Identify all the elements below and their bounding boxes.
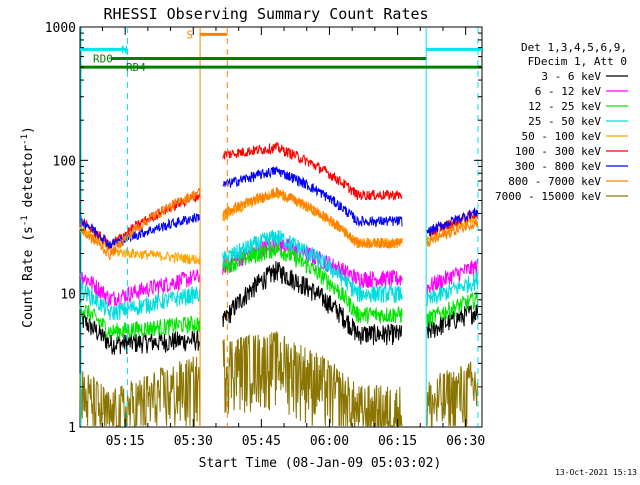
- series-line: [222, 229, 403, 304]
- y-axis-label: Count Rate (s-1 detector-1): [20, 126, 36, 328]
- series-7: [79, 187, 479, 261]
- series-line: [79, 356, 201, 427]
- legend-entry-label: 3 - 6 keV: [541, 70, 601, 83]
- series-8: [79, 331, 479, 427]
- x-axis: 05:15 05:30 05:45 06:00 06:15 06:30: [101, 27, 485, 449]
- y-axis-label-exponent: -1: [20, 134, 30, 145]
- legend-entry-label: 6 - 12 keV: [535, 85, 602, 98]
- series-line: [426, 259, 479, 295]
- y-axis-label-part: Count Rate (s: [21, 226, 36, 328]
- series-line: [79, 282, 201, 321]
- x-axis-label: Start Time (08-Jan-09 05:03:02): [199, 456, 442, 471]
- series-line: [79, 310, 201, 355]
- legend-entry-label: 50 - 100 keV: [522, 130, 602, 143]
- series-3: [79, 229, 479, 321]
- series-0: [79, 261, 479, 355]
- legend-entry-label: 7000 - 15000 keV: [495, 190, 601, 203]
- y-axis-label-exponent: -1: [20, 215, 30, 226]
- legend-entry-label: 300 - 800 keV: [515, 160, 601, 173]
- series-line: [426, 303, 479, 339]
- series-layer: [79, 141, 479, 427]
- legend-entry-label: 12 - 25 keV: [528, 100, 601, 113]
- marker-layer: [80, 27, 479, 427]
- series-line: [79, 269, 201, 307]
- series-line: [79, 213, 201, 249]
- series-line: [222, 241, 403, 324]
- series-line: [222, 166, 403, 228]
- y-tick-label: 1000: [45, 21, 76, 36]
- x-tick-label: 05:30: [174, 434, 213, 449]
- series-6: [79, 166, 479, 249]
- y-tick-label: 100: [53, 154, 76, 169]
- y-axis: 1 10 100 1000: [45, 21, 482, 436]
- series-line: [222, 331, 403, 427]
- footer-timestamp: 13-Oct-2021 15:13: [555, 468, 637, 477]
- night-flag-label: N: [121, 43, 128, 56]
- legend: Det 1,3,4,5,6,9, FDecim 1, Att 0 3 - 6 k…: [495, 41, 628, 203]
- series-line: [79, 191, 201, 250]
- legend-entry-label: 100 - 300 keV: [515, 145, 601, 158]
- y-tick-label: 10: [60, 288, 76, 303]
- x-tick-label: 06:30: [446, 434, 485, 449]
- series-line: [426, 291, 479, 327]
- rd0-flag-label: RD0: [93, 53, 113, 66]
- legend-entry-label: 800 - 7000 keV: [508, 175, 601, 188]
- series-line: [426, 207, 479, 237]
- series-line: [426, 219, 479, 248]
- series-line: [79, 187, 201, 261]
- y-axis-label-part: detector: [21, 145, 36, 216]
- y-tick-label: 1: [68, 421, 76, 436]
- series-line: [222, 141, 403, 201]
- x-tick-label: 06:00: [310, 434, 349, 449]
- chart-title: RHESSI Observing Summary Count Rates: [103, 5, 428, 23]
- x-tick-label: 05:15: [106, 434, 145, 449]
- y-axis-label-part: ): [21, 126, 36, 134]
- series-line: [426, 273, 479, 307]
- legend-entry-label: 25 - 50 keV: [528, 115, 601, 128]
- series-line: [79, 302, 201, 341]
- legend-header-line: Det 1,3,4,5,6,9,: [521, 41, 627, 54]
- legend-header-line: FDecim 1, Att 0: [528, 55, 627, 68]
- legend-entries: 3 - 6 keV 6 - 12 keV 12 - 25 keV 25 - 50 ke…: [495, 70, 628, 203]
- x-tick-label: 05:45: [242, 434, 281, 449]
- series-line: [426, 361, 479, 427]
- series-line: [222, 187, 403, 251]
- flag-layer: N S RD0 RD4: [80, 28, 482, 74]
- plot-area: N S RD0 RD4: [79, 26, 483, 428]
- rd4-flag-label: RD4: [126, 61, 146, 74]
- saa-flag-label: S: [186, 28, 193, 41]
- series-line: [222, 261, 403, 346]
- series-2: [79, 241, 479, 341]
- x-tick-label: 06:15: [378, 434, 417, 449]
